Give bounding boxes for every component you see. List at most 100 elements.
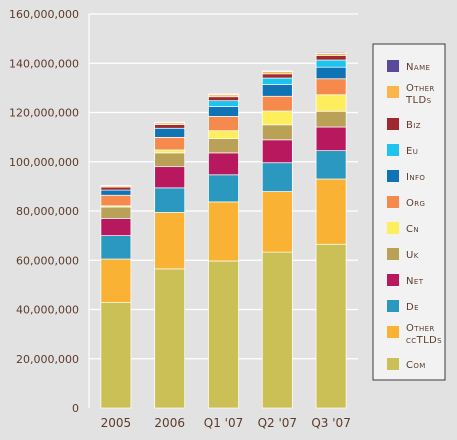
y-tick-label: 80,000,000 bbox=[16, 205, 79, 218]
bar-segment bbox=[316, 52, 346, 53]
bar-segment bbox=[209, 107, 239, 117]
legend-swatch bbox=[387, 60, 399, 72]
y-tick-label: 120,000,000 bbox=[9, 107, 79, 120]
bar-segment bbox=[262, 84, 292, 96]
bar-segment bbox=[101, 187, 131, 190]
x-tick-label: 2006 bbox=[154, 416, 185, 430]
legend-swatch bbox=[387, 196, 399, 208]
bar-segment bbox=[209, 94, 239, 95]
bar-segment bbox=[316, 244, 346, 408]
legend-swatch bbox=[387, 274, 399, 286]
y-tick-label: 100,000,000 bbox=[9, 156, 79, 169]
bar-segment bbox=[101, 259, 131, 303]
bar-segment bbox=[209, 131, 239, 139]
legend-label: Org bbox=[406, 198, 425, 209]
bar-stack bbox=[155, 122, 185, 408]
bar-segment bbox=[316, 79, 346, 95]
legend-label: Cn bbox=[406, 224, 419, 235]
x-tick-label: Q3 '07 bbox=[311, 416, 350, 430]
legend-swatch bbox=[387, 358, 399, 370]
legend-swatch bbox=[387, 118, 399, 130]
bar-segment bbox=[155, 212, 185, 268]
bar-stack bbox=[101, 185, 131, 408]
bar-segment bbox=[316, 127, 346, 151]
legend-item: Net bbox=[387, 274, 424, 287]
bar-segment bbox=[209, 261, 239, 408]
bar-segment bbox=[262, 96, 292, 111]
bar-segment bbox=[262, 140, 292, 163]
legend-item: Name bbox=[387, 60, 430, 73]
legend-label: Eu bbox=[406, 146, 418, 157]
x-axis: 2005 2006 Q1 '07 Q2 '07 Q3 '07 bbox=[101, 416, 351, 430]
bar-segment bbox=[262, 78, 292, 84]
bar-segment bbox=[209, 139, 239, 153]
bar-segment bbox=[101, 207, 131, 218]
bar-stack bbox=[209, 94, 239, 408]
bar-segment bbox=[209, 101, 239, 107]
legend-item: Com bbox=[387, 358, 426, 371]
bar-segment bbox=[316, 56, 346, 60]
bar-segment bbox=[316, 60, 346, 67]
y-tick-label: 140,000,000 bbox=[9, 57, 79, 70]
bar-segment bbox=[262, 192, 292, 253]
x-tick-label: Q1 '07 bbox=[204, 416, 243, 430]
legend-swatch bbox=[387, 86, 399, 98]
bar-segment bbox=[155, 188, 185, 213]
legend-label: Net bbox=[406, 276, 424, 287]
bar-segment bbox=[316, 67, 346, 79]
bar-segment bbox=[262, 163, 292, 192]
y-tick-label: 160,000,000 bbox=[9, 8, 79, 21]
bar-segment bbox=[101, 195, 131, 206]
bar-segment bbox=[155, 125, 185, 129]
bar-segment bbox=[262, 74, 292, 78]
bar-segment bbox=[209, 153, 239, 175]
bar-stack bbox=[316, 52, 346, 408]
legend-swatch bbox=[387, 144, 399, 156]
legend-label: Uk bbox=[406, 250, 419, 261]
y-tick-label: 60,000,000 bbox=[16, 254, 79, 267]
legend-item: Org bbox=[387, 196, 425, 209]
bar-segment bbox=[262, 71, 292, 72]
bar-segment bbox=[316, 151, 346, 179]
legend-swatch bbox=[387, 300, 399, 312]
bar-segment bbox=[101, 236, 131, 259]
bar-segment bbox=[101, 190, 131, 195]
bar-segment bbox=[155, 150, 185, 153]
x-tick-label: Q2 '07 bbox=[258, 416, 297, 430]
bar-segment bbox=[155, 137, 185, 150]
legend-swatch bbox=[387, 326, 399, 338]
bar-segment bbox=[155, 128, 185, 137]
legend-label: Info bbox=[406, 172, 425, 183]
bar-segment bbox=[209, 202, 239, 261]
y-tick-label: 20,000,000 bbox=[16, 353, 79, 366]
bar-segment bbox=[262, 125, 292, 140]
bar-segment bbox=[262, 111, 292, 125]
bar-segment bbox=[262, 252, 292, 408]
legend-label: Com bbox=[406, 360, 426, 371]
bar-segment bbox=[155, 153, 185, 167]
bar-segment bbox=[155, 167, 185, 188]
bar-segment bbox=[155, 269, 185, 408]
bar-segment bbox=[155, 122, 185, 123]
bar-stack bbox=[262, 71, 292, 408]
legend-swatch bbox=[387, 222, 399, 234]
y-tick-label: 0 bbox=[72, 402, 79, 415]
bar-segment bbox=[316, 179, 346, 244]
x-tick-label: 2005 bbox=[101, 416, 132, 430]
bar-segment bbox=[316, 95, 346, 111]
bar-segment bbox=[101, 303, 131, 408]
legend-label: Name bbox=[406, 62, 430, 73]
bar-segment bbox=[209, 175, 239, 202]
legend-item: Info bbox=[387, 170, 425, 183]
legend-swatch bbox=[387, 170, 399, 182]
bar-segment bbox=[209, 116, 239, 130]
y-axis: 0 20,000,000 40,000,000 60,000,000 80,000,00… bbox=[9, 8, 89, 415]
legend-label: Biz bbox=[406, 120, 421, 131]
bar-segment bbox=[316, 111, 346, 127]
bar-segment bbox=[209, 97, 239, 101]
y-tick-label: 40,000,000 bbox=[16, 304, 79, 317]
legend-swatch bbox=[387, 248, 399, 260]
